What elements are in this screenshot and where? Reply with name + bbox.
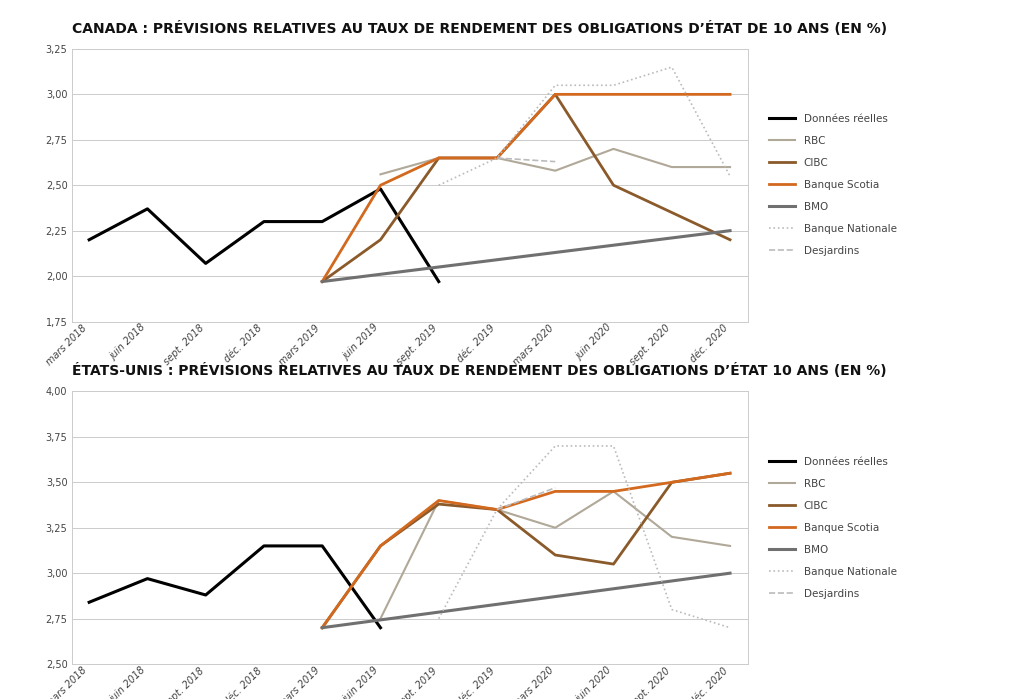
Legend: Données réelles, RBC, CIBC, Banque Scotia, BMO, Banque Nationale, Desjardins: Données réelles, RBC, CIBC, Banque Scoti… [766,454,900,602]
Legend: Données réelles, RBC, CIBC, Banque Scotia, BMO, Banque Nationale, Desjardins: Données réelles, RBC, CIBC, Banque Scoti… [766,111,900,259]
Text: CANADA : PRÉVISIONS RELATIVES AU TAUX DE RENDEMENT DES OBLIGATIONS D’ÉTAT DE 10 : CANADA : PRÉVISIONS RELATIVES AU TAUX DE… [72,21,887,36]
Text: ÉTATS-UNIS : PRÉVISIONS RELATIVES AU TAUX DE RENDEMENT DES OBLIGATIONS D’ÉTAT 10: ÉTATS-UNIS : PRÉVISIONS RELATIVES AU TAU… [72,363,887,378]
